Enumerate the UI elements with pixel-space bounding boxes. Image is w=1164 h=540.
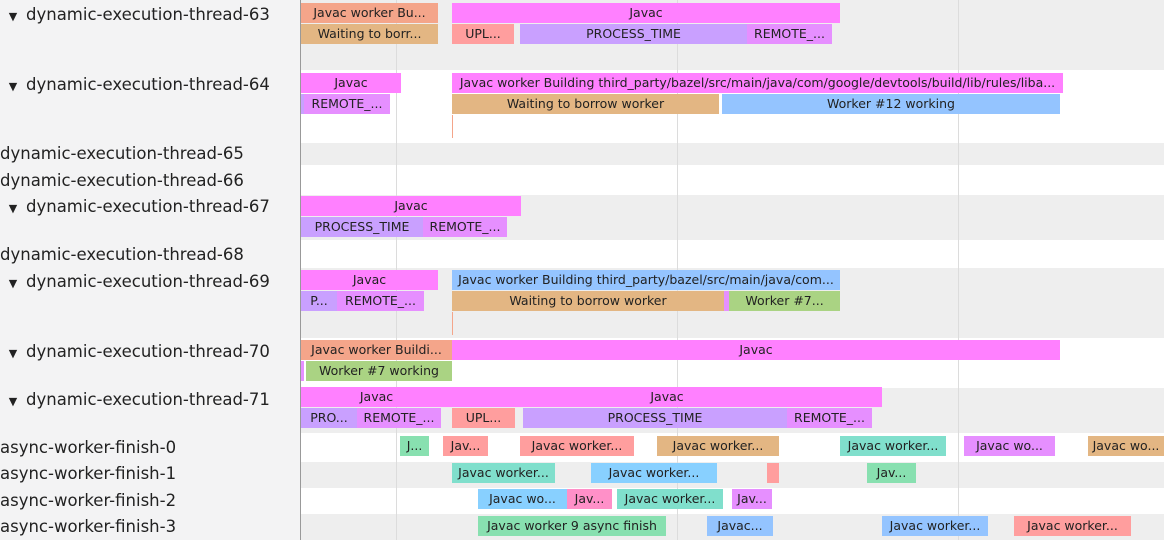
trace-slice[interactable]: Worker #7 working [306, 361, 452, 381]
trace-slice[interactable]: REMOTE_... [337, 291, 424, 311]
trace-slice[interactable]: Javac wo... [1088, 436, 1164, 456]
trace-slice[interactable]: Javac worker... [520, 436, 634, 456]
track-row-bg [301, 143, 1164, 165]
track-name: async-worker-finish-3 [0, 517, 177, 536]
trace-slice[interactable]: Worker #7... [729, 291, 840, 311]
expand-triangle-icon[interactable]: ▼ [8, 395, 18, 408]
track-label[interactable]: dynamic-execution-thread-66 [0, 171, 244, 191]
trace-slice[interactable]: Jav... [443, 436, 488, 456]
trace-slice[interactable]: Javac [301, 270, 438, 290]
track-name: dynamic-execution-thread-67 [26, 197, 270, 216]
track-name: dynamic-execution-thread-63 [26, 5, 270, 24]
track-name: async-worker-finish-2 [0, 491, 177, 510]
trace-slice[interactable]: Javac worker... [1014, 516, 1131, 536]
expand-triangle-icon[interactable]: ▼ [8, 80, 18, 93]
track-name: dynamic-execution-thread-64 [26, 75, 270, 94]
track-label[interactable]: ▼ dynamic-execution-thread-70 [0, 342, 270, 364]
flow-marker [452, 115, 453, 138]
trace-slice[interactable]: P... [301, 291, 337, 311]
trace-slice[interactable] [301, 94, 304, 114]
trace-slice[interactable]: Jav... [867, 463, 916, 483]
trace-slice[interactable]: Waiting to borr... [301, 24, 438, 44]
trace-slice[interactable]: Javac worker... [657, 436, 779, 456]
track-name: dynamic-execution-thread-68 [0, 245, 244, 264]
trace-slice[interactable]: Javac [452, 3, 840, 23]
trace-slice[interactable]: PROCESS_TIME [523, 408, 787, 428]
trace-slice[interactable]: Javac worker... [452, 463, 555, 483]
trace-slice[interactable]: Javac wo... [964, 436, 1055, 456]
track-label[interactable]: async-worker-finish-3 [0, 517, 176, 537]
trace-slice[interactable]: Javac worker Building third_party/bazel/… [452, 73, 1063, 93]
trace-slice[interactable]: PRO... [301, 408, 357, 428]
track-name: dynamic-execution-thread-69 [26, 272, 270, 291]
trace-slice[interactable]: Jav... [732, 489, 772, 509]
trace-slice[interactable]: Waiting to borrow worker [452, 94, 719, 114]
track-label[interactable]: ▼ dynamic-execution-thread-67 [0, 197, 270, 219]
trace-slice[interactable]: REMOTE_... [304, 94, 390, 114]
trace-slice[interactable]: J... [400, 436, 429, 456]
track-label[interactable]: dynamic-execution-thread-68 [0, 245, 244, 265]
trace-slice[interactable]: Javac... [707, 516, 773, 536]
trace-slice[interactable]: REMOTE_... [357, 408, 441, 428]
trace-slice[interactable] [767, 463, 779, 483]
trace-slice[interactable]: Jav... [567, 489, 612, 509]
track-label[interactable]: async-worker-finish-1 [0, 464, 176, 484]
trace-slice[interactable]: UPL... [452, 408, 515, 428]
track-label[interactable]: ▼ dynamic-execution-thread-69 [0, 272, 270, 294]
expand-triangle-icon[interactable]: ▼ [8, 347, 18, 360]
trace-slice[interactable]: Javac worker 9 async finish [478, 516, 666, 536]
expand-triangle-icon[interactable]: ▼ [8, 10, 18, 23]
trace-slice[interactable]: Javac worker... [882, 516, 988, 536]
trace-slice[interactable]: Javac [301, 73, 401, 93]
trace-slice[interactable] [301, 361, 304, 381]
trace-slice[interactable]: Javac worker Buildi... [301, 340, 452, 360]
track-name: dynamic-execution-thread-66 [0, 171, 244, 190]
trace-slice[interactable]: Javac [452, 340, 1060, 360]
trace-slice[interactable]: REMOTE_... [787, 408, 872, 428]
track-label[interactable]: dynamic-execution-thread-65 [0, 144, 244, 164]
time-gridline [958, 0, 959, 540]
trace-slice[interactable]: Javac [301, 196, 521, 216]
trace-slice[interactable]: PROCESS_TIME [520, 24, 747, 44]
trace-slice[interactable]: Javac [301, 387, 452, 407]
track-label[interactable]: ▼ dynamic-execution-thread-64 [0, 75, 270, 97]
expand-triangle-icon[interactable]: ▼ [8, 202, 18, 215]
flow-marker [452, 312, 453, 335]
trace-slice[interactable]: REMOTE_... [423, 217, 507, 237]
trace-slice[interactable]: Javac [452, 387, 882, 407]
track-name: async-worker-finish-1 [0, 464, 177, 483]
track-name: dynamic-execution-thread-71 [26, 390, 270, 409]
trace-slice[interactable]: Javac wo... [478, 489, 567, 509]
track-name: dynamic-execution-thread-70 [26, 342, 270, 361]
track-row-bg [301, 462, 1164, 488]
trace-slice[interactable]: UPL... [452, 24, 514, 44]
track-label[interactable]: ▼ dynamic-execution-thread-63 [0, 5, 270, 27]
trace-slice[interactable]: Javac worker... [591, 463, 717, 483]
track-label[interactable]: ▼ dynamic-execution-thread-71 [0, 390, 270, 412]
track-name: async-worker-finish-0 [0, 438, 177, 457]
trace-slice[interactable]: Waiting to borrow worker [452, 291, 724, 311]
trace-slice[interactable]: Javac worker Building third_party/bazel/… [452, 270, 840, 290]
trace-slice[interactable] [724, 291, 729, 311]
trace-slice[interactable]: Javac worker... [617, 489, 723, 509]
track-label[interactable]: async-worker-finish-2 [0, 491, 176, 511]
expand-triangle-icon[interactable]: ▼ [8, 277, 18, 290]
trace-slice[interactable]: Javac worker... [840, 436, 946, 456]
trace-slice[interactable]: Javac worker Bu... [301, 3, 438, 23]
track-label[interactable]: async-worker-finish-0 [0, 438, 176, 458]
track-name: dynamic-execution-thread-65 [0, 144, 244, 163]
track-names-panel: ▼ dynamic-execution-thread-63 ▼ dynamic-exe… [0, 0, 301, 540]
trace-slice[interactable]: Worker #12 working [722, 94, 1060, 114]
trace-slice[interactable]: REMOTE_... [747, 24, 832, 44]
trace-slice[interactable]: PROCESS_TIME [301, 217, 423, 237]
